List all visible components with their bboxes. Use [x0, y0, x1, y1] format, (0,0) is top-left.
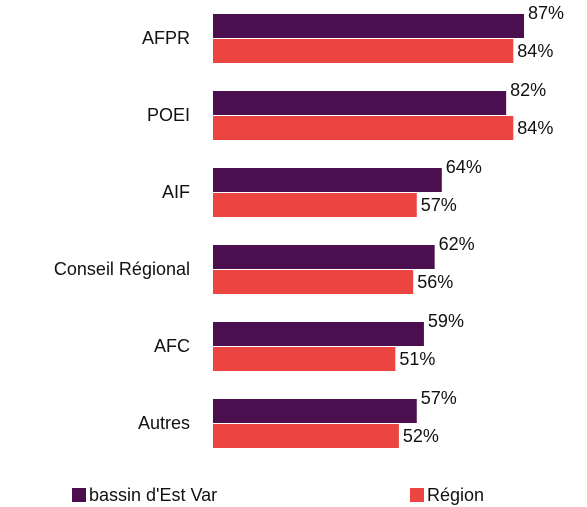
- bar: [213, 347, 396, 371]
- bar: [213, 424, 399, 448]
- legend-label: bassin d'Est Var: [89, 485, 217, 505]
- category-label: Conseil Régional: [54, 259, 190, 279]
- category-label: AIF: [162, 182, 190, 202]
- value-label: 51%: [399, 349, 435, 369]
- bar: [213, 168, 442, 192]
- value-label: 57%: [421, 195, 457, 215]
- value-label: 57%: [421, 388, 457, 408]
- bar: [213, 270, 414, 294]
- value-label: 87%: [528, 3, 564, 23]
- bar: [213, 399, 417, 423]
- value-label: 84%: [517, 41, 553, 61]
- bar: [213, 14, 525, 38]
- legend-swatch: [410, 488, 424, 502]
- bar: [213, 245, 435, 269]
- category-label: AFC: [154, 336, 190, 356]
- value-label: 52%: [403, 426, 439, 446]
- category-label: AFPR: [142, 28, 190, 48]
- value-label: 59%: [428, 311, 464, 331]
- bar: [213, 116, 514, 140]
- value-label: 84%: [517, 118, 553, 138]
- value-label: 56%: [417, 272, 453, 292]
- value-label: 82%: [510, 80, 546, 100]
- bar: [213, 91, 507, 115]
- bar: [213, 193, 417, 217]
- bar: [213, 322, 424, 346]
- bar: [213, 39, 514, 63]
- value-label: 64%: [446, 157, 482, 177]
- value-label: 62%: [439, 234, 475, 254]
- category-label: POEI: [147, 105, 190, 125]
- legend-label: Région: [427, 485, 484, 505]
- legend-swatch: [72, 488, 86, 502]
- category-label: Autres: [138, 413, 190, 433]
